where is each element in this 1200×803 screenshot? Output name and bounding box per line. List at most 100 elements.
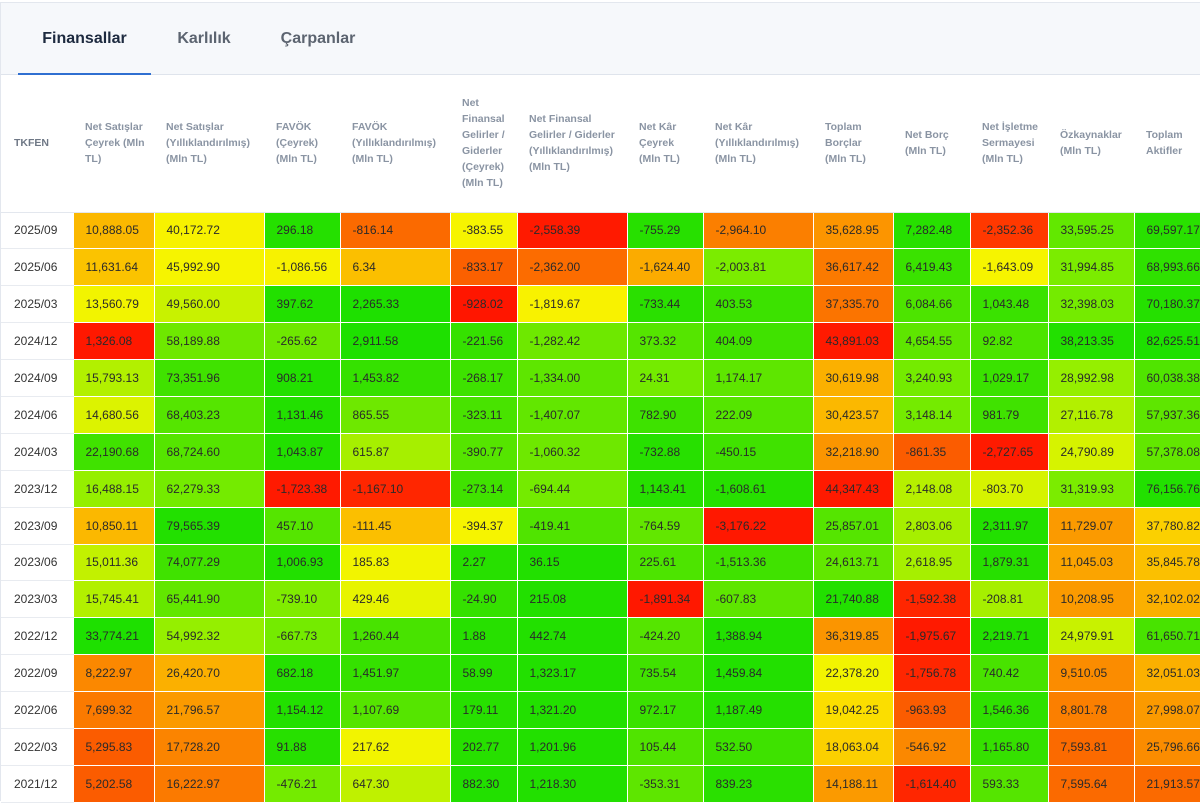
value-cell: 16,488.15 [73,470,155,508]
period-cell: 2022/03 [1,728,74,766]
value-cell: 68,724.60 [154,433,265,471]
value-cell: 25,857.01 [813,507,894,545]
value-cell: 225.61 [627,544,704,582]
value-cell: 61,650.71 [1134,617,1200,656]
value-cell: 740.42 [970,654,1049,693]
tab-carpanlar[interactable]: Çarpanlar [280,29,356,47]
value-cell: -1,614.40 [893,765,971,803]
value-cell: 8,222.97 [73,654,155,693]
tab-finansallar[interactable]: Finansallar [18,3,151,75]
period-cell: 2023/06 [1,544,74,582]
column-header[interactable]: Net İşletme Sermayesi (Mln TL) [970,75,1048,213]
value-cell: 782.90 [627,396,704,434]
value-cell: 1,107.69 [340,691,451,729]
column-header[interactable]: Toplam Borçlar (Mln TL) [813,75,893,213]
value-cell: -383.55 [450,212,518,250]
value-cell: 33,595.25 [1048,212,1135,250]
value-cell: -1,086.56 [264,248,341,287]
value-cell: -2,352.36 [970,212,1049,250]
value-cell: 442.74 [517,617,628,656]
value-cell: 647.30 [340,765,451,803]
value-cell: 36,319.85 [813,617,894,656]
value-cell: 593.33 [970,765,1049,803]
value-cell: -323.11 [450,396,518,434]
value-cell: 32,218.90 [813,433,894,471]
value-cell: 1,260.44 [340,617,451,656]
value-cell: -694.44 [517,470,628,508]
value-cell: 7,699.32 [73,691,155,729]
value-cell: -755.29 [627,212,704,250]
value-cell: 1,321.20 [517,691,628,729]
value-cell: 28,992.98 [1048,359,1135,397]
value-cell: -24.90 [450,580,518,619]
tab-karlilik[interactable]: Karlılık [177,29,231,47]
column-header[interactable]: Net Kâr (Yıllıklandırılmış) (Mln TL) [703,75,813,213]
column-header[interactable]: Net Kâr Çeyrek (Mln TL) [627,75,703,213]
column-header[interactable]: Net Satışlar (Yıllıklandırılmış) (Mln TL… [154,75,264,213]
table-row: 2023/09 10,850.11 79,565.39 457.10 -111.45 -3… [1,507,1200,545]
value-cell: -2,727.65 [970,433,1049,471]
value-cell: -2,964.10 [703,212,814,250]
value-cell: 49,560.00 [154,285,265,324]
value-cell: -424.20 [627,617,704,656]
value-cell: 397.62 [264,285,341,324]
column-header[interactable]: Net Satışlar Çeyrek (Mln TL) [73,75,154,213]
value-cell: 25,796.66 [1134,728,1200,766]
value-cell: 10,208.95 [1048,580,1135,619]
value-cell: 14,188.11 [813,765,894,803]
table-row: 2024/12 1,326.08 58,189.88 -265.62 2,911.58-… [1,322,1200,361]
value-cell: -1,643.09 [970,248,1049,287]
value-cell: -450.15 [703,433,814,471]
column-header[interactable]: Net Finansal Gelirler / Giderler (Çeyrek… [450,75,517,213]
column-header[interactable]: Net Finansal Gelirler / Giderler (Yıllık… [517,75,627,213]
value-cell: 60,038.38 [1134,359,1200,397]
value-cell: -546.92 [893,728,971,766]
value-cell: 65,441.90 [154,580,265,619]
tab-bar: Finansallar Karlılık Çarpanlar [1,3,1200,75]
table-row: 2022/09 8,222.97 26,420.70 682.18 1,451.97 58… [1,654,1200,693]
value-cell: 40,172.72 [154,212,265,250]
value-cell: 457.10 [264,507,341,545]
column-header[interactable]: Net Borç (Mln TL) [893,75,970,213]
value-cell: -353.31 [627,765,704,803]
value-cell: 21,740.88 [813,580,894,619]
table-row: 2024/06 14,680.56 68,403.23 1,131.46 865.55-… [1,396,1200,434]
value-cell: 57,378.08 [1134,433,1200,471]
value-cell: -419.41 [517,507,628,545]
value-cell: 6,084.66 [893,285,971,324]
value-cell: -111.45 [340,507,451,545]
value-cell: 8,801.78 [1048,691,1135,729]
column-header[interactable]: Özkaynaklar (Mln TL) [1048,75,1134,213]
value-cell: 1,165.80 [970,728,1049,766]
value-cell: 37,780.82 [1134,507,1200,545]
value-cell: 1,131.46 [264,396,341,434]
value-cell: 2,148.08 [893,470,971,508]
column-header[interactable]: Toplam Aktifler [1134,75,1200,213]
period-cell: 2023/12 [1,470,74,508]
value-cell: -268.17 [450,359,518,397]
value-cell: -816.14 [340,212,451,250]
table-row: 2025/03 13,560.79 49,560.00 397.62 2,265.33-… [1,285,1200,324]
financials-table: TKFEN Net Satışlar Çeyrek (Mln TL) Net Sa… [1,75,1200,803]
value-cell: 1,187.49 [703,691,814,729]
value-cell: 58,189.88 [154,322,265,361]
value-cell: 1,218.30 [517,765,628,803]
value-cell: 14,680.56 [73,396,155,434]
value-cell: 37,335.70 [813,285,894,324]
value-cell: 4,654.55 [893,322,971,361]
table-row: 2023/12 16,488.15 62,279.33 -1,723.38 -1,167… [1,470,1200,508]
value-cell: 11,045.03 [1048,544,1135,582]
value-cell: 30,423.57 [813,396,894,434]
value-cell: 981.79 [970,396,1049,434]
value-cell: 532.50 [703,728,814,766]
value-cell: 3,148.14 [893,396,971,434]
value-cell: 682.18 [264,654,341,693]
value-cell: 1,043.87 [264,433,341,471]
value-cell: -764.59 [627,507,704,545]
column-header[interactable]: FAVÖK (Çeyrek) (Mln TL) [264,75,340,213]
value-cell: 16,222.97 [154,765,265,803]
value-cell: 26,420.70 [154,654,265,693]
value-cell: 1,201.96 [517,728,628,766]
value-cell: 35,845.78 [1134,544,1200,582]
column-header[interactable]: FAVÖK (Yıllıklandırılmış) (Mln TL) [340,75,450,213]
